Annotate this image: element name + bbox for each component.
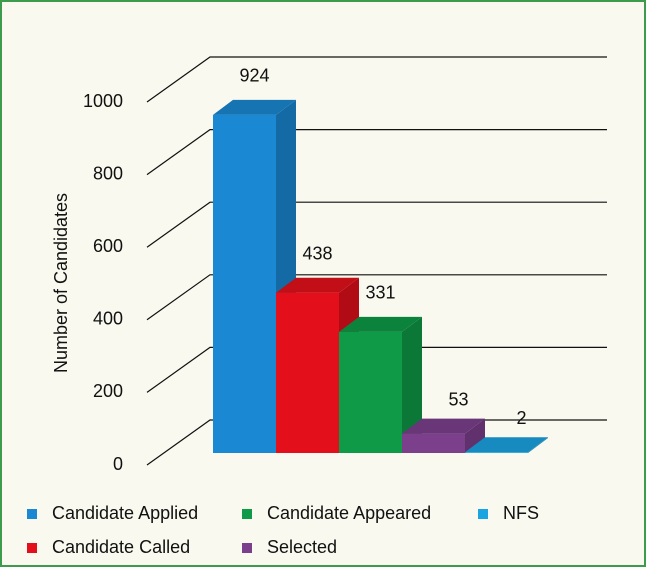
y-tick-label: 200	[93, 381, 123, 401]
bar	[213, 114, 276, 453]
bar-top	[339, 316, 422, 332]
grid-line	[146, 129, 607, 176]
bar	[276, 292, 339, 453]
value-label: 331	[365, 283, 395, 303]
bar	[465, 452, 528, 453]
value-label: 924	[239, 66, 269, 86]
bar-side	[528, 437, 548, 453]
bar	[339, 331, 402, 453]
bar-top	[276, 277, 359, 293]
legend-swatch	[27, 543, 37, 553]
y-axis-label: Number of Candidates	[51, 193, 71, 373]
bar-top	[402, 418, 485, 434]
legend-label: Candidate Applied	[52, 503, 198, 523]
grid-line	[146, 346, 607, 393]
legend-swatch	[242, 509, 252, 519]
bar-side	[402, 316, 422, 453]
bar-side	[465, 418, 485, 453]
bar	[402, 433, 465, 453]
legend-swatch	[27, 509, 37, 519]
legend-label: Candidate Appeared	[267, 503, 431, 523]
value-label: 2	[516, 408, 526, 428]
legend-label: Candidate Called	[52, 537, 190, 557]
grid-line	[146, 274, 607, 321]
grid-line	[146, 56, 607, 103]
bar-top	[213, 99, 296, 115]
legend-label: NFS	[503, 503, 539, 523]
legend-label: Selected	[267, 537, 337, 557]
value-label: 438	[302, 243, 332, 263]
y-tick-label: 1000	[83, 91, 123, 111]
bar-top	[465, 437, 548, 453]
y-tick-label: 600	[93, 236, 123, 256]
y-tick-label: 400	[93, 309, 123, 329]
legend-swatch	[478, 509, 488, 519]
y-tick-label: 0	[113, 454, 123, 474]
value-label: 53	[448, 389, 468, 409]
legend-swatch	[242, 543, 252, 553]
y-tick-label: 800	[93, 163, 123, 183]
grid-line	[146, 201, 607, 248]
